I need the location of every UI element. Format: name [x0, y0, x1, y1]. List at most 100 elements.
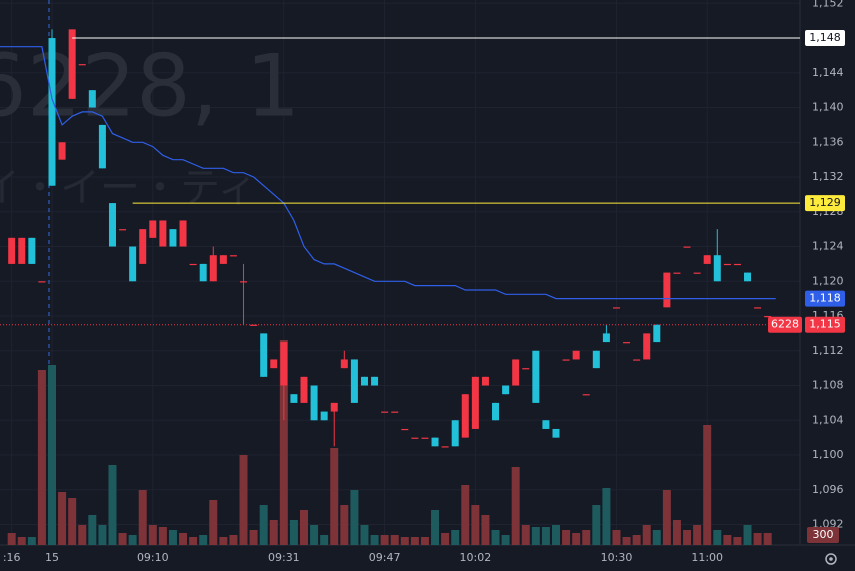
volume-bar [199, 535, 208, 545]
x-tick-label: 09:47 [369, 551, 401, 564]
candle-body [129, 246, 137, 282]
candle-body [522, 368, 530, 370]
volume-bar [400, 537, 409, 545]
volume-bar [632, 535, 641, 545]
volume-bar [481, 515, 490, 545]
volume-bar [7, 533, 16, 545]
settings-icon[interactable] [825, 553, 837, 565]
volume-bar [753, 533, 762, 545]
volume-bar [582, 530, 591, 545]
volume-bar [420, 537, 429, 545]
x-tick-label: 10:02 [460, 551, 492, 564]
candle-body [431, 437, 439, 447]
volume-bar [48, 365, 56, 545]
x-tick-label: :16 [3, 551, 21, 564]
candle-body [401, 428, 409, 431]
volume-bar [27, 537, 36, 545]
candle-body [381, 411, 389, 413]
candle-body [290, 394, 298, 403]
volume-bar [58, 492, 67, 545]
candle-body [209, 255, 217, 282]
candle-body [360, 376, 368, 386]
x-tick-label: 09:31 [268, 551, 300, 564]
price-label-box [805, 30, 845, 47]
x-tick-label: 11:00 [691, 551, 723, 564]
candle-body [8, 237, 16, 264]
volume-bar [370, 535, 379, 545]
candle-body [340, 359, 348, 369]
volume-bar [642, 525, 651, 545]
candle-body [451, 420, 459, 447]
candle-body [229, 255, 237, 257]
candle-body [68, 29, 76, 99]
volume-bar [300, 510, 308, 545]
symbol-box [768, 316, 802, 333]
volume-bar [310, 525, 319, 545]
price-label: 1,129 [809, 196, 841, 209]
volume-bar [37, 370, 46, 545]
volume-bar [461, 485, 470, 545]
candle-body [542, 420, 550, 429]
candle-body [441, 446, 449, 448]
symbol-label: 6228 [771, 318, 799, 331]
candle-body [552, 428, 560, 438]
volume-bar [763, 533, 772, 545]
candle-body [260, 333, 268, 377]
candle-body [633, 359, 641, 361]
volume-bar [612, 530, 621, 545]
candle-body [502, 385, 510, 395]
candle-body [371, 376, 379, 386]
volume-bar [17, 537, 26, 545]
candle-body [683, 246, 691, 248]
volume-bar [279, 340, 288, 545]
candle-body [310, 385, 318, 421]
candle-body [663, 272, 671, 308]
candle-body [88, 90, 96, 108]
candle-body [723, 263, 731, 266]
volume-bar [410, 537, 419, 545]
volume-label: 300 [813, 528, 834, 541]
volume-bar [662, 490, 671, 545]
volume-bar [320, 535, 329, 545]
y-tick-label: 1,096 [812, 483, 844, 496]
volume-bar [471, 505, 480, 545]
candle-body [139, 229, 147, 264]
candle-body [754, 307, 762, 309]
volume-bar [158, 527, 167, 545]
volume-bar [683, 530, 692, 545]
candle-body [250, 324, 258, 326]
y-tick-label: 1,120 [812, 274, 844, 287]
vwap-line [0, 46, 776, 300]
volume-bar [562, 530, 571, 545]
candle-body [623, 342, 631, 344]
volume-bar [148, 525, 157, 545]
candle-body [189, 263, 197, 266]
volume-bar [441, 533, 450, 545]
volume-bar [693, 525, 702, 545]
candle-body [713, 255, 721, 282]
candle-body [38, 281, 46, 283]
candle-body [693, 272, 701, 274]
candle-body [532, 350, 540, 403]
price-label: 1,148 [809, 31, 841, 44]
candle-body [643, 333, 651, 360]
volume-bar [602, 488, 611, 545]
volume-bar [330, 448, 339, 545]
last-price-box [805, 316, 845, 333]
candle-body [602, 333, 610, 343]
volume-bar [572, 533, 581, 545]
settings-ring [825, 553, 837, 565]
candle-body [300, 376, 308, 403]
volume-bar [552, 525, 560, 545]
volume-bar [733, 537, 742, 545]
candle-body [411, 437, 419, 439]
volume-bar [168, 530, 177, 545]
watermark: 6228, 1 [0, 36, 300, 136]
y-tick-label: 1,136 [812, 135, 844, 148]
volume-bar [269, 520, 278, 545]
x-tick-label: 15 [45, 551, 59, 564]
candle-body [179, 220, 187, 247]
candle-body [330, 402, 338, 412]
candle-body [461, 394, 469, 438]
volume-bar [672, 520, 681, 545]
